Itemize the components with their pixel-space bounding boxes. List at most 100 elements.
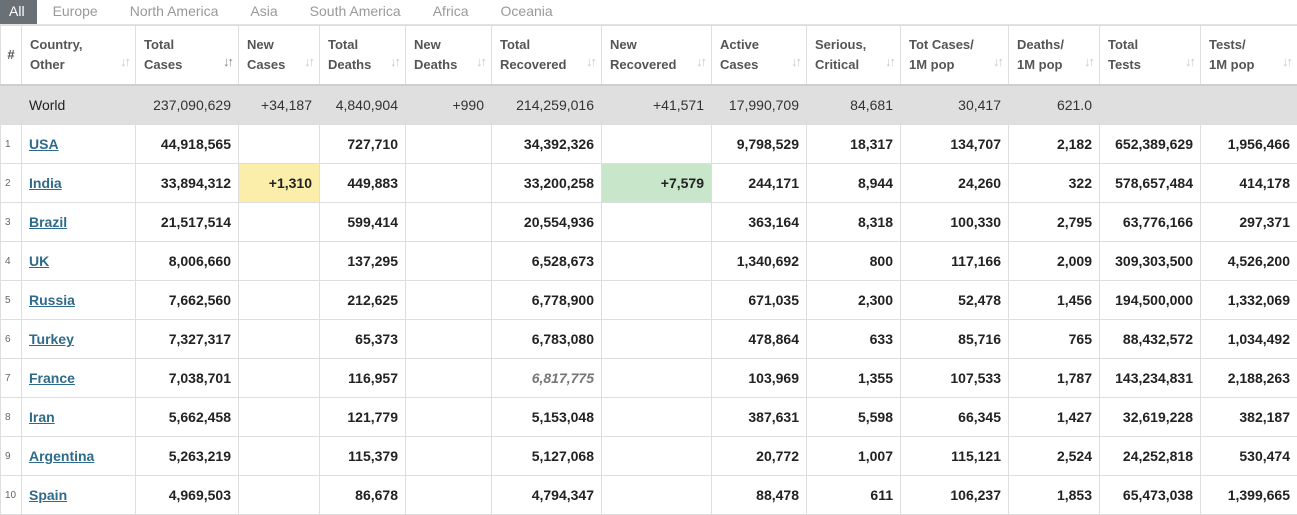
serious-critical-cell: 2,300 bbox=[807, 281, 901, 320]
active-cases-cell: 387,631 bbox=[712, 398, 807, 437]
new-deaths-cell bbox=[406, 125, 492, 164]
header-label: New bbox=[610, 37, 637, 52]
tab-africa[interactable]: Africa bbox=[417, 0, 485, 24]
country-link[interactable]: USA bbox=[29, 136, 59, 152]
new-recovered-cell bbox=[602, 359, 712, 398]
total-tests-cell: 309,303,500 bbox=[1100, 242, 1201, 281]
active-cases-cell: 9,798,529 bbox=[712, 125, 807, 164]
sort-arrows-icon[interactable]: ↓↑ bbox=[586, 52, 595, 72]
country-cell: Turkey bbox=[22, 320, 136, 359]
active-cases-cell: 671,035 bbox=[712, 281, 807, 320]
header-label: New bbox=[414, 37, 441, 52]
new-deaths-cell bbox=[406, 242, 492, 281]
new-cases-cell bbox=[239, 320, 320, 359]
tab-oceania[interactable]: Oceania bbox=[485, 0, 569, 24]
new-deaths-cell bbox=[406, 437, 492, 476]
deaths-per-1m-cell: 2,795 bbox=[1009, 203, 1100, 242]
sort-arrows-icon[interactable]: ↓↑ bbox=[304, 52, 313, 72]
sort-arrows-icon[interactable]: ↓↑ bbox=[1185, 52, 1194, 72]
total-deaths-cell: 4,840,904 bbox=[320, 85, 406, 125]
index-cell bbox=[1, 85, 22, 125]
country-link[interactable]: Brazil bbox=[29, 214, 67, 230]
sort-arrows-icon[interactable]: ↓↑ bbox=[1084, 52, 1093, 72]
sort-arrows-icon[interactable]: ↓↑ bbox=[120, 52, 129, 72]
cases-per-1m-cell: 117,166 bbox=[901, 242, 1009, 281]
index-cell: 1 bbox=[1, 125, 22, 164]
tab-south-america[interactable]: South America bbox=[294, 0, 417, 24]
header-label: Country, bbox=[30, 37, 82, 52]
cases-per-1m-cell: 30,417 bbox=[901, 85, 1009, 125]
new-deaths-cell bbox=[406, 398, 492, 437]
country-link[interactable]: Spain bbox=[29, 487, 67, 503]
column-country-header[interactable]: Country, Other ↓↑ bbox=[22, 26, 136, 86]
total-tests-cell: 652,389,629 bbox=[1100, 125, 1201, 164]
country-cell: France bbox=[22, 359, 136, 398]
deaths-per-1m-cell: 1,787 bbox=[1009, 359, 1100, 398]
tab-europe[interactable]: Europe bbox=[37, 0, 114, 24]
header-label: Other bbox=[30, 57, 65, 72]
sort-arrows-icon[interactable]: ↓↑ bbox=[390, 52, 399, 72]
tab-asia[interactable]: Asia bbox=[234, 0, 293, 24]
country-link[interactable]: Argentina bbox=[29, 448, 94, 464]
sort-arrows-icon[interactable]: ↓↑ bbox=[791, 52, 800, 72]
header-label: Active bbox=[720, 37, 759, 52]
tab-all[interactable]: All bbox=[0, 0, 37, 24]
total-cases-cell: 5,662,458 bbox=[136, 398, 239, 437]
index-cell: 8 bbox=[1, 398, 22, 437]
sort-arrows-icon[interactable]: ↓↑ bbox=[993, 52, 1002, 72]
column-cases-per-1m-header[interactable]: Tot Cases/1M pop↓↑ bbox=[901, 26, 1009, 86]
total-deaths-cell: 65,373 bbox=[320, 320, 406, 359]
total-deaths-cell: 137,295 bbox=[320, 242, 406, 281]
sort-arrows-icon[interactable]: ↓↑ bbox=[885, 52, 894, 72]
deaths-per-1m-cell: 621.0 bbox=[1009, 85, 1100, 125]
country-link[interactable]: Iran bbox=[29, 409, 55, 425]
new-recovered-cell bbox=[602, 125, 712, 164]
tests-per-1m-cell: 297,371 bbox=[1201, 203, 1297, 242]
serious-critical-cell: 5,598 bbox=[807, 398, 901, 437]
sort-arrows-icon[interactable]: ↓↑ bbox=[1282, 52, 1291, 72]
tests-per-1m-cell: 2,188,263 bbox=[1201, 359, 1297, 398]
total-tests-cell: 24,252,818 bbox=[1100, 437, 1201, 476]
sort-arrows-icon[interactable]: ↓↑ bbox=[476, 52, 485, 72]
active-cases-cell: 478,864 bbox=[712, 320, 807, 359]
continent-tabs: All Europe North America Asia South Amer… bbox=[0, 0, 1297, 25]
sort-arrows-icon[interactable]: ↓↑ bbox=[696, 52, 705, 72]
country-link[interactable]: UK bbox=[29, 253, 49, 269]
column-tests-per-1m-header[interactable]: Tests/1M pop↓↑ bbox=[1201, 26, 1297, 86]
country-link[interactable]: Russia bbox=[29, 292, 75, 308]
total-cases-cell: 7,038,701 bbox=[136, 359, 239, 398]
deaths-per-1m-cell: 1,456 bbox=[1009, 281, 1100, 320]
total-deaths-cell: 727,710 bbox=[320, 125, 406, 164]
sort-arrows-icon[interactable]: ↓↑ bbox=[223, 52, 232, 72]
header-label: New bbox=[247, 37, 274, 52]
country-link[interactable]: France bbox=[29, 370, 75, 386]
tab-north-america[interactable]: North America bbox=[114, 0, 235, 24]
new-cases-cell bbox=[239, 437, 320, 476]
column-deaths-per-1m-header[interactable]: Deaths/1M pop↓↑ bbox=[1009, 26, 1100, 86]
country-cell: World bbox=[22, 85, 136, 125]
index-cell: 5 bbox=[1, 281, 22, 320]
new-cases-cell bbox=[239, 398, 320, 437]
header-label: 1M pop bbox=[909, 57, 955, 72]
header-label: Cases bbox=[144, 57, 182, 72]
country-link[interactable]: Turkey bbox=[29, 331, 74, 347]
column-serious-critical-header[interactable]: Serious,Critical↓↑ bbox=[807, 26, 901, 86]
country-link[interactable]: India bbox=[29, 175, 62, 191]
cases-per-1m-cell: 134,707 bbox=[901, 125, 1009, 164]
total-deaths-cell: 212,625 bbox=[320, 281, 406, 320]
header-label: # bbox=[7, 47, 14, 62]
